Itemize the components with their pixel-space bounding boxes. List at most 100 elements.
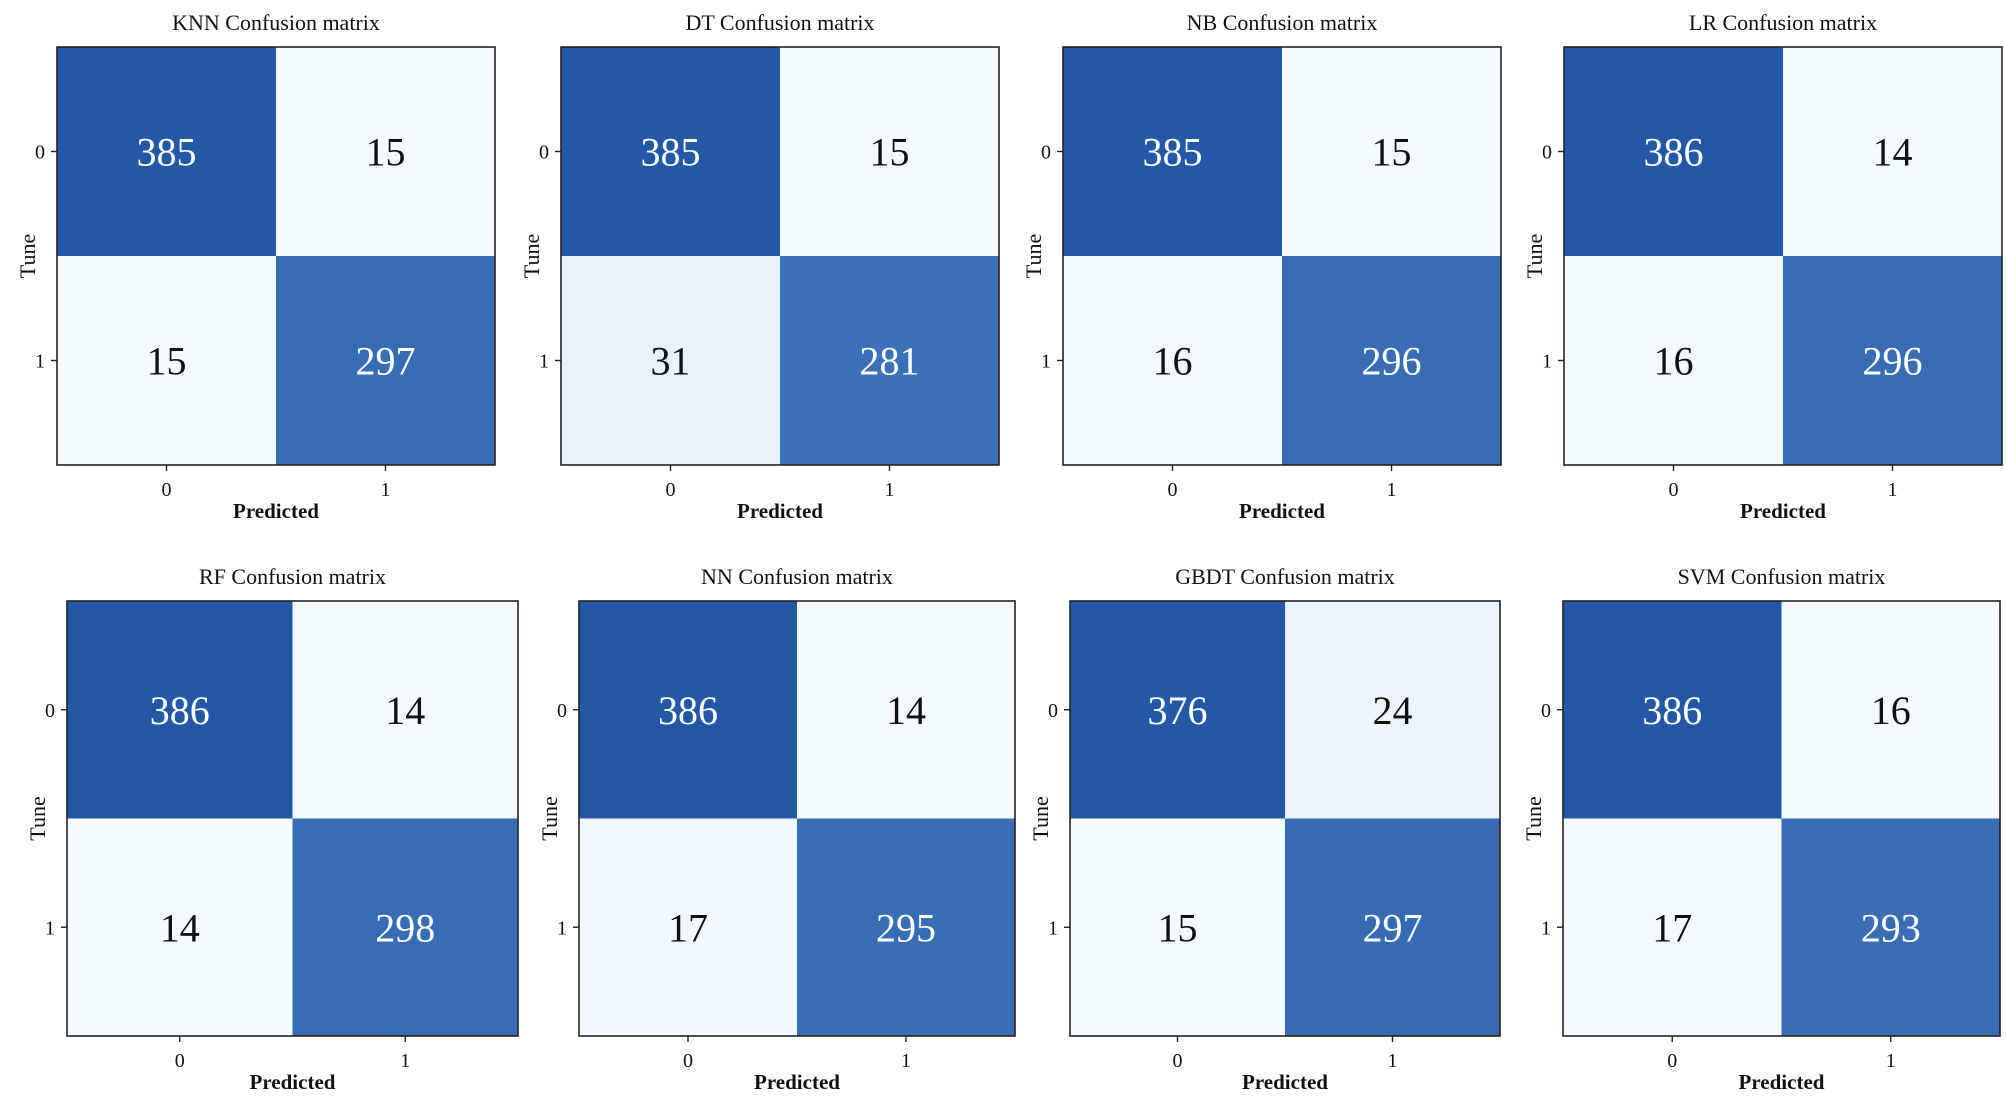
y-tick-label: 0 [557,700,567,722]
x-tick-label: 1 [1387,479,1397,501]
x-axis-label: Predicted [1740,499,1826,523]
x-axis-label: Predicted [754,1070,840,1094]
plot-frame [560,46,1000,466]
cell-value-label: 297 [1363,905,1423,950]
cell-value-label: 385 [1143,130,1203,175]
cell-value-label: 298 [375,905,435,950]
heatmap-cell [1563,601,1782,819]
cell-value-label: 17 [1652,905,1692,950]
y-tick-label: 1 [1048,917,1058,939]
cell-value-label: 385 [137,130,197,175]
heatmap-cell [1781,818,2000,1036]
cell-value-label: 16 [1654,339,1694,384]
x-tick-label: 1 [1888,479,1898,501]
cell-value-label: 376 [1148,688,1208,733]
cell-value-label: 15 [1372,130,1412,175]
x-tick-label: 0 [175,1050,185,1072]
y-tick-label: 0 [539,142,549,164]
heatmap-cell [67,818,293,1036]
y-axis-label: Tune [1021,234,1046,278]
cell-value-label: 15 [1158,905,1198,950]
x-tick-label: 0 [1168,479,1178,501]
cell-value-label: 16 [1871,688,1911,733]
x-tick-label: 1 [381,479,391,501]
heatmap-cell [1783,256,2002,465]
cell-value-label: 14 [385,688,425,733]
heatmap-cell [1783,47,2002,256]
cell-value-label: 31 [651,339,691,384]
x-axis-label: Predicted [1239,499,1325,523]
cell-value-label: 386 [658,688,718,733]
heatmap-cell [579,601,797,819]
y-tick-label: 1 [1041,351,1051,373]
y-axis-label: Tune [537,796,562,840]
cell-value-label: 281 [860,339,920,384]
chart-title: NN Confusion matrix [701,564,893,589]
cell-value-label: 15 [870,130,910,175]
chart-title: GBDT Confusion matrix [1175,564,1395,589]
heatmap-cell [292,818,518,1036]
confusion-matrix-panel-4: 386 14 14 298 RF Confusion matrix 0 1 0 1 Predict… [25,564,519,1094]
plot-frame [578,600,1016,1037]
y-axis-label: Tune [1028,796,1053,840]
heatmap-cell [797,601,1015,819]
chart-title: DT Confusion matrix [685,10,874,35]
y-axis-label: Tune [15,234,40,278]
x-axis-label: Predicted [737,499,823,523]
y-tick-label: 0 [1541,700,1551,722]
x-tick-label: 1 [400,1050,410,1072]
confusion-matrix-panel-0: 385 15 15 297 KNN Confusion matrix 0 1 0 1 Predic… [15,10,496,523]
heatmap-cell [780,47,999,256]
x-tick-label: 1 [1886,1050,1896,1072]
plot-frame [1069,600,1501,1037]
y-tick-label: 1 [1541,917,1551,939]
heatmap-cell [1564,47,1783,256]
cell-value-label: 296 [1863,339,1923,384]
x-tick-label: 0 [683,1050,693,1072]
x-tick-label: 1 [1388,1050,1398,1072]
x-tick-label: 0 [1173,1050,1183,1072]
cell-value-label: 17 [668,905,708,950]
heatmap-cell [1564,256,1783,465]
heatmap-cell [276,256,495,465]
cell-value-label: 16 [1153,339,1193,384]
heatmap-cell [1285,601,1500,819]
x-tick-label: 1 [901,1050,911,1072]
x-tick-label: 1 [885,479,895,501]
x-tick-label: 0 [162,479,172,501]
y-tick-label: 1 [539,351,549,373]
confusion-matrix-panel-1: 385 15 31 281 DT Confusion matrix 0 1 0 1 Predict… [519,10,1000,523]
heatmap-cell [67,601,293,819]
cell-value-label: 386 [150,688,210,733]
plot-frame [66,600,519,1037]
confusion-matrix-panel-5: 386 14 17 295 NN Confusion matrix 0 1 0 1 Predict… [537,564,1016,1094]
cell-value-label: 14 [886,688,926,733]
cell-value-label: 386 [1644,130,1704,175]
cell-value-label: 14 [1873,130,1913,175]
y-tick-label: 0 [35,142,45,164]
cell-value-label: 386 [1642,688,1702,733]
y-axis-label: Tune [1521,796,1546,840]
heatmap-cell [1063,47,1282,256]
plot-frame [1563,46,2003,466]
chart-title: NB Confusion matrix [1187,10,1378,35]
plot-frame [1062,46,1502,466]
cell-value-label: 15 [366,130,406,175]
heatmap-cell [797,818,1015,1036]
heatmap-cell [1781,601,2000,819]
confusion-matrix-panel-7: 386 16 17 293 SVM Confusion matrix 0 1 0 1 Predic… [1521,564,2001,1094]
confusion-matrix-panel-2: 385 15 16 296 NB Confusion matrix 0 1 0 1 Predict… [1021,10,1502,523]
confusion-matrix-panel-6: 376 24 15 297 GBDT Confusion matrix 0 1 0 1 Predi… [1028,564,1501,1094]
heatmap-cell [1285,818,1500,1036]
x-axis-label: Predicted [1242,1070,1328,1094]
cell-value-label: 24 [1373,688,1413,733]
cell-value-label: 385 [641,130,701,175]
heatmap-cell [1070,601,1285,819]
x-axis-label: Predicted [1739,1070,1825,1094]
heatmap-cell [1563,818,1782,1036]
cell-value-label: 296 [1362,339,1422,384]
chart-title: LR Confusion matrix [1689,10,1877,35]
heatmap-cell [561,256,780,465]
y-tick-label: 0 [45,700,55,722]
heatmap-cell [1063,256,1282,465]
